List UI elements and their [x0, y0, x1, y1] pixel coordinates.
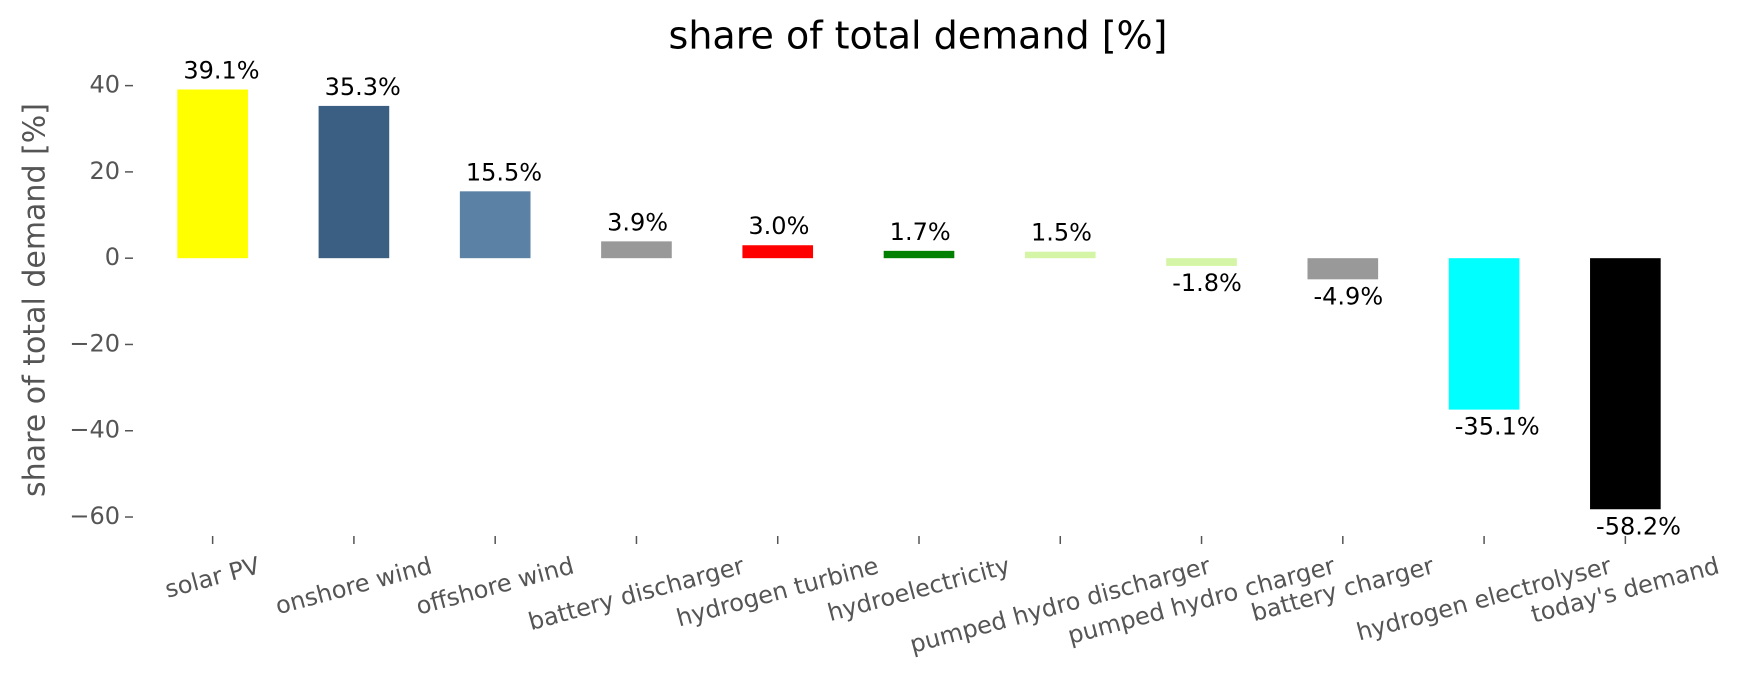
bar [1024, 251, 1096, 259]
y-tick-label: 40 [89, 71, 120, 99]
value-label: -1.8% [1172, 269, 1242, 297]
bar [1590, 258, 1661, 510]
value-label: 35.3% [325, 73, 401, 101]
bar [177, 89, 248, 259]
bar [459, 191, 531, 259]
bar [883, 250, 955, 259]
bar [1166, 258, 1237, 266]
chart-title: share of total demand [%] [669, 14, 1168, 58]
value-label: -4.9% [1314, 282, 1384, 310]
value-label: 39.1% [183, 57, 259, 85]
bar [1307, 258, 1379, 280]
y-tick-label: 0 [105, 243, 120, 271]
value-label: -35.1% [1455, 413, 1540, 441]
y-tick-label: −60 [69, 502, 120, 530]
y-tick-label: −20 [69, 329, 120, 357]
value-label: 3.0% [748, 212, 809, 240]
value-label: 3.9% [607, 208, 668, 236]
y-tick-label: 20 [89, 157, 120, 185]
y-tick-label: −40 [69, 416, 120, 444]
x-tick-label: solar PV [162, 551, 263, 603]
bar [318, 105, 390, 259]
value-label: -58.2% [1596, 512, 1681, 540]
x-tick-label: onshore wind [272, 552, 435, 621]
value-label: 15.5% [466, 158, 542, 186]
bar [601, 241, 672, 259]
bar [742, 245, 814, 259]
value-label: 1.7% [890, 218, 951, 246]
bar [1448, 258, 1520, 410]
y-axis-label: share of total demand [%] [18, 103, 53, 497]
value-label: 1.5% [1031, 219, 1092, 247]
